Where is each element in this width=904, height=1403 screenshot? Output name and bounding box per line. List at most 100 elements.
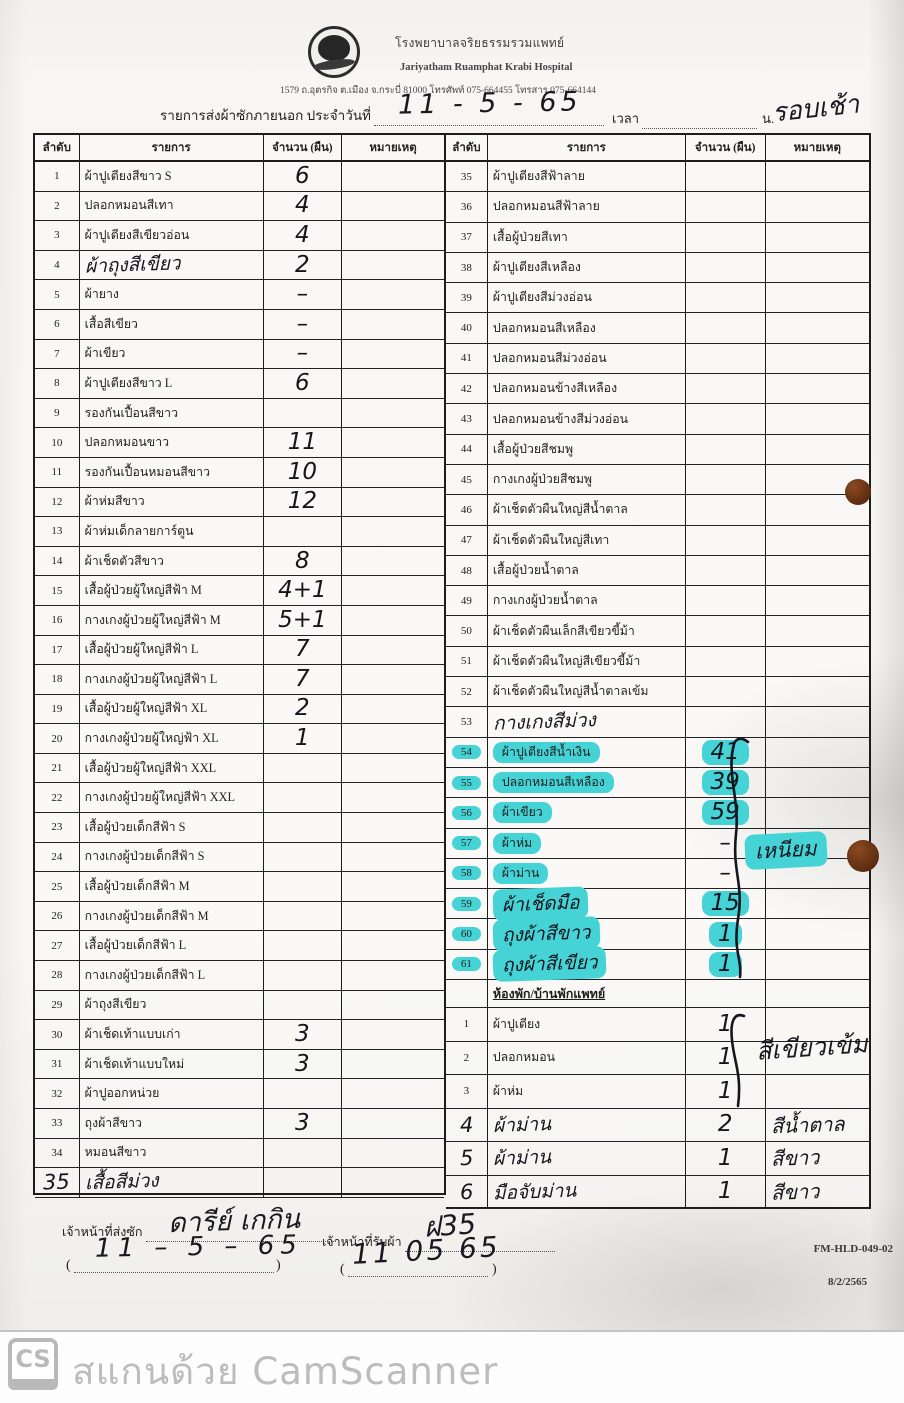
row-item-cell: เสื้อผู้ป่วยสีเทา	[488, 222, 686, 252]
row-number-cell: 9	[35, 398, 80, 428]
table-row: 58 ผ้าม่าน –	[446, 858, 869, 890]
table-row: 9 รองกันเปื้อนสีขาว	[35, 398, 444, 429]
table-row: 6 มือจับม่าน 1 สีขาว	[446, 1175, 869, 1210]
row-remark-cell	[766, 707, 870, 736]
row-qty-cell	[686, 616, 766, 646]
row-number-cell: 61	[446, 949, 488, 980]
row-remark-cell	[342, 1109, 444, 1138]
row-remark-cell	[342, 636, 444, 665]
row-number-cell: 48	[446, 555, 488, 586]
table-row: 56 ผ้าเขียว 59	[446, 798, 870, 829]
row-number-cell: 28	[35, 961, 80, 990]
row-remark-cell	[766, 162, 870, 191]
row-number-cell: 55	[446, 767, 488, 798]
row-item-cell: ผ้าปูออกหน่วย	[80, 1079, 264, 1108]
row-remark-cell	[766, 738, 870, 767]
row-item-cell: ปลอกหมอนข้างสีม่วงอ่อน	[488, 404, 686, 434]
row-number-cell: 8	[35, 369, 80, 398]
row-remark-cell	[342, 754, 444, 783]
row-number-cell: 12	[35, 487, 80, 517]
date-dotted-line	[374, 111, 605, 126]
highlighted-note: เหนียม	[744, 830, 828, 871]
form-title: รายการส่งผ้าซักภายนอก ประจำวันที่	[160, 104, 605, 126]
row-number-cell: 25	[35, 872, 80, 901]
col-qty: จำนวน (ผืน)	[264, 135, 342, 160]
row-qty-cell: 7	[264, 665, 342, 694]
table-row: 36 ปลอกหมอนสีฟ้าลาย	[446, 192, 869, 223]
row-item-cell: ผ้าเช็ดเท้าแบบใหม่	[80, 1049, 264, 1079]
row-item-cell: ถุงผ้าสีเขียว	[488, 946, 686, 983]
row-remark-cell	[766, 798, 870, 827]
sender-paren-close: )	[276, 1258, 281, 1273]
hospital-name-th: โรงพยาบาลจริยธรรมรวมแพทย์	[395, 36, 565, 50]
table-row: 43 ปลอกหมอนข้างสีม่วงอ่อน	[446, 404, 870, 435]
time-dotted-line	[642, 114, 758, 129]
row-number-cell: 36	[446, 192, 488, 222]
laundry-table-right: ลำดับ รายการ จำนวน (ผืน) หมายเหตุ 35 ผ้า…	[446, 133, 871, 1210]
row-item-cell: กางเกงผู้ป่วยน้ำตาล	[488, 586, 686, 616]
table-row: 50 ผ้าเช็ดตัวผืนเล็กสีเขียวขี้ม้า	[446, 616, 869, 647]
table-row: 22 กางเกงผู้ป่วยผู้ใหญ่สีฟ้า XXL	[35, 783, 444, 814]
row-remark-cell	[342, 665, 444, 694]
row-item-cell: ผ้าเช็ดตัวผืนใหญ่สีน้ำตาล	[488, 495, 686, 525]
row-qty-cell: 2	[264, 694, 342, 724]
row-qty-cell: 1	[686, 1175, 766, 1209]
table-row: 1 ผ้าปูเตียง 1	[446, 1008, 869, 1042]
row-remark-cell	[766, 919, 870, 948]
row-number-cell: 4	[35, 250, 80, 280]
row-number-cell: 2	[446, 1041, 488, 1075]
row-item-cell: ผ้าห่มเด็กลายการ์ตูน	[80, 517, 264, 546]
row-qty-cell	[264, 783, 342, 813]
row-item-cell: ผ้าม่าน	[488, 858, 686, 889]
row-qty-cell: 59	[686, 798, 766, 828]
table-row: 52 ผ้าเช็ดตัวผืนใหญ่สีน้ำตาลเข้ม	[446, 677, 869, 708]
table-row: 5 ผ้าม่าน 1 สีขาว	[446, 1142, 869, 1176]
row-remark-cell	[342, 1079, 444, 1108]
table-row: 39 ผ้าปูเตียงสีม่วงอ่อน	[446, 283, 869, 314]
row-qty-cell: 10	[264, 457, 342, 487]
table-row: 57 ผ้าห่ม –	[446, 828, 869, 859]
table-row: 42 ปลอกหมอนข้างสีเหลือง	[446, 374, 869, 405]
row-number-cell: 20	[35, 724, 80, 753]
sender-paren-open: (	[66, 1258, 71, 1273]
row-number-cell: 27	[35, 931, 80, 961]
col-qty: จำนวน (ผืน)	[686, 135, 766, 160]
row-number-cell: 3	[446, 1075, 488, 1108]
row-qty-cell: –	[264, 309, 342, 339]
row-remark-cell	[342, 813, 444, 842]
receiver-label: เจ้าหน้าที่รับผ้า	[322, 1232, 555, 1252]
row-qty-cell	[264, 990, 342, 1020]
row-remark-cell	[342, 221, 444, 250]
table-row: 37 เสื้อผู้ป่วยสีเทา	[446, 222, 869, 253]
laundry-table-left: ลำดับ รายการ จำนวน (ผืน) หมายเหตุ 1 ผ้าป…	[33, 133, 446, 1198]
row-qty-cell	[686, 222, 766, 252]
row-qty-cell: 4	[264, 191, 342, 221]
row-number-cell: 11	[35, 457, 80, 487]
row-number-cell: 33	[35, 1109, 80, 1138]
row-remark-cell	[766, 404, 870, 433]
row-qty-cell: 3	[264, 1049, 342, 1079]
table-row: 27 เสื้อผู้ป่วยเด็กสีฟ้า L	[35, 931, 444, 962]
row-item-cell: เสื้อผู้ป่วยผู้ใหญ่สีฟ้า L	[80, 635, 264, 665]
row-number-cell: 21	[35, 753, 80, 783]
row-qty-cell	[686, 192, 766, 222]
col-no: ลำดับ	[446, 135, 488, 160]
row-item-cell: มือจับม่าน	[488, 1175, 686, 1209]
table-row: 15 เสื้อผู้ป่วยผู้ใหญ่สีฟ้า M 4+1	[35, 576, 444, 606]
row-qty-cell	[264, 842, 342, 872]
row-item-cell: ปลอกหมอนข้างสีเหลือง	[488, 374, 686, 404]
row-qty-cell: 3	[264, 1109, 342, 1138]
row-qty-cell	[264, 398, 342, 428]
row-qty-cell: 41	[686, 737, 766, 767]
table-row: 26 กางเกงผู้ป่วยเด็กสีฟ้า M	[35, 901, 444, 932]
row-item-cell: กางเกงสีม่วง	[488, 707, 686, 737]
row-number-cell: 57	[446, 828, 488, 858]
row-remark-cell	[342, 931, 444, 960]
row-item-cell: ผ้าปูเตียงสีขาว L	[80, 369, 264, 398]
row-remark-cell	[342, 428, 444, 457]
table-row: 35 ผ้าปูเตียงสีฟ้าลาย	[446, 162, 870, 193]
row-remark-cell	[342, 961, 444, 990]
hospital-name-en: Jariyatham Ruamphat Krabi Hospital	[400, 62, 573, 73]
camscanner-watermark-bar: CS สแกนด้วย CamScanner	[0, 1330, 904, 1403]
row-item-cell: ปลอกหมอน	[488, 1041, 686, 1075]
